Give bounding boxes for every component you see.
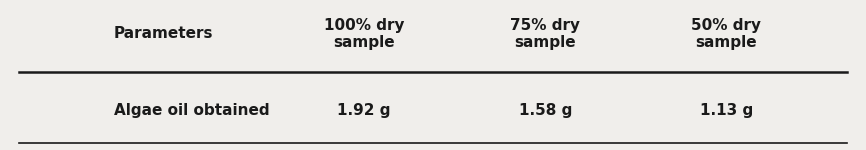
Text: 75% dry
sample: 75% dry sample <box>510 18 580 50</box>
Text: Parameters: Parameters <box>113 26 213 41</box>
Text: 1.58 g: 1.58 g <box>519 103 572 118</box>
Text: Algae oil obtained: Algae oil obtained <box>113 103 269 118</box>
Text: 100% dry
sample: 100% dry sample <box>324 18 404 50</box>
Text: 1.13 g: 1.13 g <box>700 103 753 118</box>
Text: 50% dry
sample: 50% dry sample <box>691 18 761 50</box>
Text: 1.92 g: 1.92 g <box>337 103 391 118</box>
